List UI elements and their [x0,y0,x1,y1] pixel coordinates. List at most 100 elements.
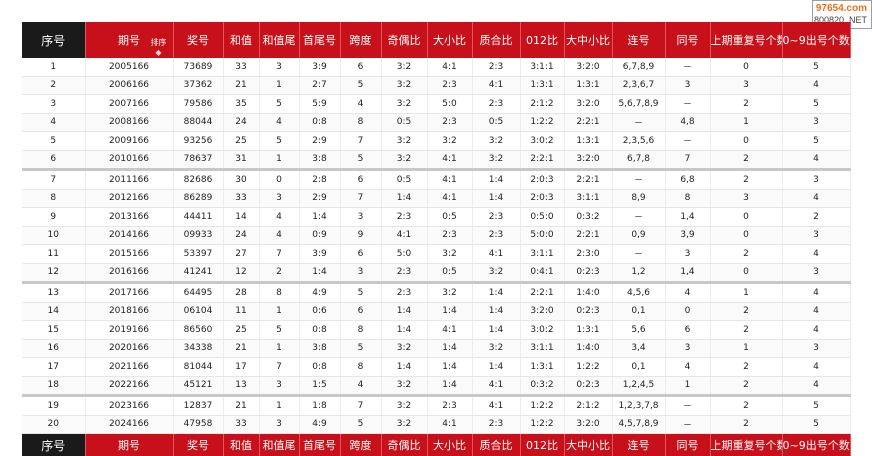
table-cell: 6 [340,170,381,190]
table-cell: 2:2:1 [520,150,564,170]
table-cell: 2013166 [85,208,173,227]
table-cell: 93256 [173,132,223,151]
table-cell: 4 [782,302,850,321]
table-cell: 5 [259,321,299,340]
table-cell: 1:4 [472,302,520,321]
table-cell: 7 [340,132,381,151]
table-cell: 3:2 [472,150,520,170]
table-cell: 5 [340,415,381,434]
table-cell: － [612,208,665,227]
table-cell: 2 [710,302,782,321]
table-cell: 4 [782,150,850,170]
table-cell: 17 [223,358,259,377]
table-cell: 3:2 [381,132,427,151]
table-cell: 5:0 [381,245,427,264]
table-cell: 8 [22,189,85,208]
table-cell: 3:2 [381,376,427,396]
table-cell: 2 [710,396,782,416]
table-cell: 1:2:2 [564,358,612,377]
table-cell: 3:2 [427,132,472,151]
table-cell: 1:3:1 [520,76,564,95]
table-cell: 7 [22,170,85,190]
table-cell: 33 [223,58,259,76]
table-cell: 28 [223,283,259,303]
table-cell: 1:2:2 [520,415,564,434]
col-header-same-number: 同号 [665,22,710,58]
table-cell: 3 [710,189,782,208]
table-cell: 4 [259,113,299,132]
col-header-draw-number: 奖号 [173,22,223,58]
table-cell: 14 [223,208,259,227]
col-header-consecutive: 连号 [612,22,665,58]
table-cell: 3:1:1 [520,339,564,358]
table-cell: 4 [782,283,850,303]
sort-button[interactable]: 排序 ◆ [151,38,167,58]
table-cell: 0 [710,226,782,245]
table-cell: 5 [259,95,299,114]
table-cell: 11 [22,245,85,264]
table-cell: 5,6 [612,321,665,340]
col-header-repeat-count: 上期重复号个数 [710,22,782,58]
table-cell: 0:5 [381,113,427,132]
table-cell: 3:2 [381,339,427,358]
table-cell: 1:4 [427,358,472,377]
table-cell: 47958 [173,415,223,434]
table-cell: 17 [22,358,85,377]
table-cell: 1:4 [427,302,472,321]
table-cell: 21 [223,76,259,95]
table-cell: 2:0:3 [520,189,564,208]
table-cell: 2:2:1 [564,170,612,190]
table-cell: 2017166 [85,283,173,303]
table-cell: 1,4 [665,208,710,227]
table-cell: 2014166 [85,226,173,245]
table-cell: 1:3:1 [564,132,612,151]
table-cell: 5 [340,76,381,95]
col-header-issue[interactable]: 期号 排序 ◆ [85,22,173,58]
col-header-index: 序号 [22,22,85,58]
table-cell: 79586 [173,95,223,114]
table-cell: 8 [340,358,381,377]
table-cell: 12 [22,263,85,283]
watermark-line1: 97654.com [816,3,867,14]
table-cell: 7 [665,150,710,170]
table-cell: 5 [782,396,850,416]
table-cell: 2 [259,263,299,283]
table-cell: 3 [665,76,710,95]
table-cell: 2016166 [85,263,173,283]
table-cell: 0:3:2 [564,208,612,227]
col-header-odd-even: 奇偶比 [381,22,427,58]
table-cell: 0,1 [612,358,665,377]
table-cell: 06104 [173,302,223,321]
table-cell: 6,7,8 [612,150,665,170]
table-cell: 2015166 [85,245,173,264]
col-header-span: 跨度 [340,22,381,58]
table-cell: 0:5:0 [520,208,564,227]
table-cell: 6 [340,58,381,76]
table-cell: 1:2:2 [520,396,564,416]
table-cell: 19 [22,396,85,416]
table-cell: 0 [665,302,710,321]
table-cell: 3:9 [299,58,340,76]
table-cell: 4 [22,113,85,132]
table-cell: 1,2,4,5 [612,376,665,396]
table-cell: 30 [223,170,259,190]
table-cell: 3 [782,226,850,245]
table-cell: 5 [782,95,850,114]
table-cell: 1,4 [665,263,710,283]
table-cell: 4,8 [665,113,710,132]
table-cell: 2024166 [85,415,173,434]
table-cell: 1 [22,58,85,76]
table-cell: 6,8 [665,170,710,190]
table-cell: 4 [665,358,710,377]
table-cell: 6 [340,302,381,321]
table-cell: 2022166 [85,376,173,396]
table-cell: 3:2 [472,132,520,151]
table-cell: 3:2 [381,150,427,170]
table-cell: 5 [340,283,381,303]
